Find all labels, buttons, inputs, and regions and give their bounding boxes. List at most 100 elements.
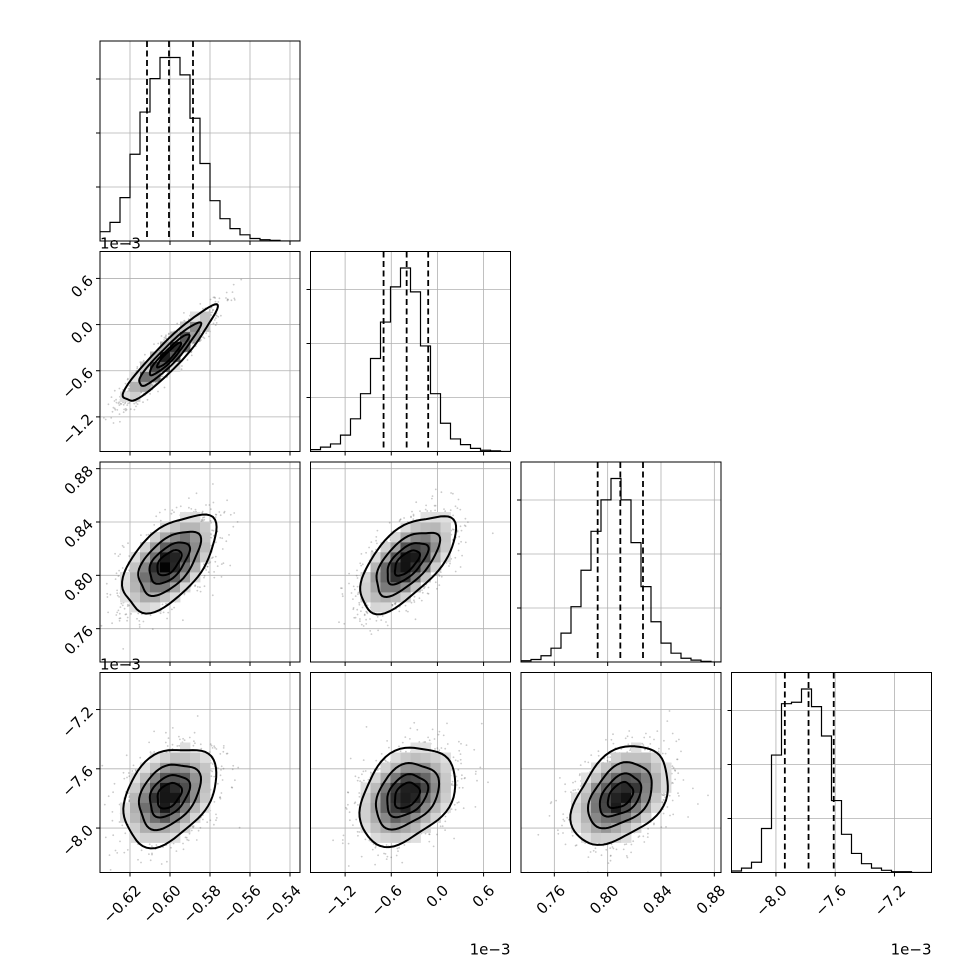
density-2-0 (120, 512, 211, 613)
scatter-point (221, 548, 224, 550)
scatter-point (203, 576, 205, 579)
density-cell (200, 522, 211, 533)
density-cell (140, 782, 151, 793)
scatter-point (377, 629, 379, 632)
scatter-point (386, 540, 388, 543)
density-cell (410, 552, 421, 563)
scatter-point (233, 299, 236, 301)
scatter-point (409, 738, 411, 740)
scatter-point (454, 759, 457, 762)
density-cell (370, 772, 381, 783)
density-cell (380, 772, 391, 783)
scatter-point (362, 770, 365, 773)
scatter-point (223, 511, 226, 514)
scatter-point (148, 853, 150, 855)
scatter-point (134, 770, 137, 772)
scatter-point (456, 784, 458, 786)
density-cell (200, 542, 211, 553)
scatter-point (363, 614, 366, 617)
scatter-point (122, 401, 124, 404)
scatter-point (350, 592, 353, 594)
scatter-point (452, 492, 454, 495)
scatter-point (213, 823, 215, 826)
density-cell (380, 582, 391, 593)
scatter-point (215, 322, 218, 324)
scatter-point (203, 337, 206, 340)
density-cell (410, 752, 421, 763)
density-cell (150, 351, 161, 362)
scatter-point (376, 542, 378, 545)
scatter-point (348, 811, 351, 814)
density-cell (170, 802, 181, 813)
scatter-point (126, 776, 128, 779)
contour-2-0-0 (120, 513, 218, 615)
scatter-point (151, 628, 154, 630)
axes-frame-3-0 (99, 672, 301, 873)
scatter-point (220, 576, 223, 578)
scatter-point (215, 541, 217, 544)
density-cell (410, 812, 421, 823)
density-cell (410, 562, 421, 573)
scatter-point (609, 855, 612, 857)
scatter-point (434, 488, 437, 491)
scatter-point (142, 620, 145, 623)
density-cell (140, 361, 151, 372)
scatter-point (564, 783, 566, 786)
density-cell (440, 532, 451, 543)
scatter-point (476, 779, 478, 782)
density-cell (190, 522, 201, 533)
scatter-point (188, 832, 191, 835)
scatter-point (222, 767, 225, 770)
scatter-point (149, 859, 152, 862)
scatter-point (126, 605, 129, 607)
scatter-point (211, 770, 214, 773)
scatter-point (191, 342, 194, 345)
scatter-point (357, 776, 360, 779)
density-cell (440, 782, 451, 793)
scatter-point (457, 768, 460, 771)
scatter-point (487, 781, 489, 784)
scatter-point (456, 780, 459, 782)
scatter-point (361, 606, 364, 609)
scatter-point (127, 603, 129, 606)
scatter-point (358, 831, 361, 833)
scatter-point (124, 407, 127, 410)
scatter-point (132, 764, 135, 767)
scatter-point (118, 387, 121, 390)
density-cell (150, 592, 161, 603)
scatter-point (369, 618, 371, 620)
scatter-point (194, 584, 197, 587)
scatter-point (202, 307, 204, 310)
scatter-point (134, 769, 137, 771)
density-cell (370, 792, 381, 803)
scatter-point (438, 730, 441, 733)
scatter-point (176, 745, 179, 747)
scatter-point (210, 775, 213, 778)
scatter-point (118, 617, 121, 620)
scatter-point (195, 492, 198, 495)
scatter-point (369, 630, 372, 632)
panels-layer: −1.2−0.60.00.61e−30.760.800.840.88−8.0−7… (59, 40, 932, 959)
scatter-point (167, 611, 170, 614)
scatter-point (412, 513, 415, 516)
density-cell (120, 391, 131, 402)
scatter-point (124, 409, 127, 412)
scatter-point (167, 333, 170, 336)
scatter-point (453, 803, 456, 806)
density-cell (140, 802, 151, 813)
scatter-point (219, 753, 222, 755)
scatter-point (154, 382, 157, 384)
scatter-point (411, 510, 413, 513)
scatter-point (149, 614, 152, 617)
scatter-point (456, 802, 459, 804)
histogram-0 (100, 56, 300, 241)
scatter-point (131, 770, 134, 772)
scatter-point (225, 540, 228, 543)
scatter-point (384, 853, 387, 855)
scatter-point (443, 508, 445, 510)
panel-2-1 (310, 461, 511, 666)
contour-3-1-1 (374, 761, 441, 831)
density-cell (170, 782, 181, 793)
density-cell (400, 782, 411, 793)
scatter-point (209, 298, 212, 301)
